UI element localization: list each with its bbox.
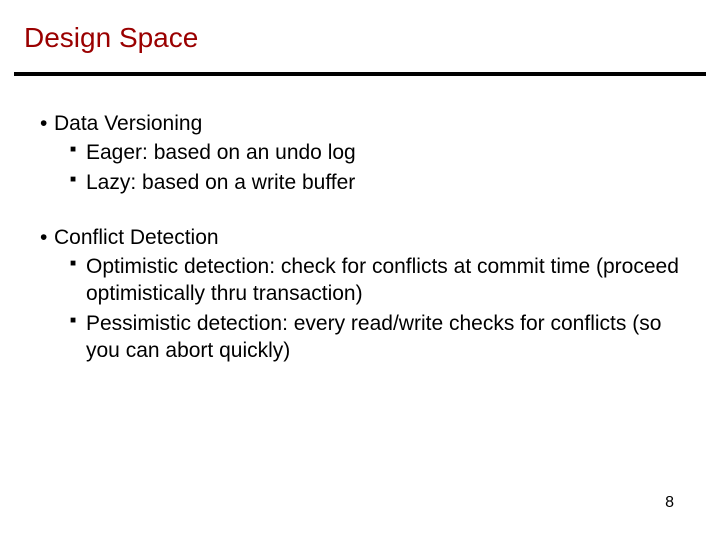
bullet-l2: Optimistic detection: check for conflict…: [40, 253, 680, 308]
spacer: [40, 198, 680, 224]
slide-body: Data Versioning Eager: based on an undo …: [40, 110, 680, 366]
bullet-l2: Lazy: based on a write buffer: [40, 169, 680, 196]
slide-title: Design Space: [24, 22, 198, 54]
bullet-l2: Pessimistic detection: every read/write …: [40, 310, 680, 365]
page-number: 8: [665, 494, 674, 512]
bullet-l1: Conflict Detection: [40, 224, 680, 251]
title-rule: [14, 72, 706, 76]
slide: Design Space Data Versioning Eager: base…: [0, 0, 720, 540]
bullet-l1: Data Versioning: [40, 110, 680, 137]
bullet-l2: Eager: based on an undo log: [40, 139, 680, 166]
